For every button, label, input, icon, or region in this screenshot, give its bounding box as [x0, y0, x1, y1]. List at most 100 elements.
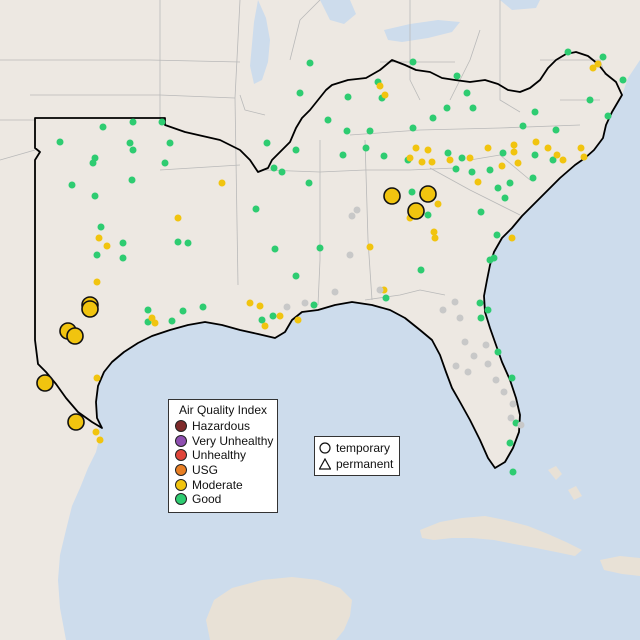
- monitor-marker[interactable]: [380, 152, 388, 160]
- monitor-marker[interactable]: [409, 124, 417, 132]
- monitor-marker[interactable]: [316, 244, 324, 252]
- monitor-marker[interactable]: [564, 48, 572, 56]
- monitor-marker[interactable]: [158, 118, 166, 126]
- monitor-marker[interactable]: [482, 341, 490, 349]
- monitor-marker[interactable]: [417, 266, 425, 274]
- monitor-marker[interactable]: [179, 307, 187, 315]
- monitor-marker[interactable]: [468, 168, 476, 176]
- monitor-marker[interactable]: [506, 179, 514, 187]
- monitor-marker[interactable]: [406, 154, 414, 162]
- monitor-marker[interactable]: [93, 374, 101, 382]
- monitor-marker[interactable]: [451, 298, 459, 306]
- monitor-marker[interactable]: [428, 158, 436, 166]
- monitor-marker[interactable]: [486, 166, 494, 174]
- monitor-marker[interactable]: [458, 154, 466, 162]
- monitor-marker[interactable]: [446, 156, 454, 164]
- monitor-marker[interactable]: [270, 164, 278, 172]
- monitor-marker[interactable]: [95, 234, 103, 242]
- monitor-marker[interactable]: [382, 294, 390, 302]
- monitor-marker[interactable]: [484, 306, 492, 314]
- monitor-marker[interactable]: [331, 288, 339, 296]
- monitor-marker[interactable]: [580, 153, 588, 161]
- monitor-marker[interactable]: [96, 436, 104, 444]
- monitor-marker[interactable]: [168, 317, 176, 325]
- monitor-marker[interactable]: [306, 59, 314, 67]
- monitor-marker[interactable]: [383, 187, 401, 205]
- monitor-marker[interactable]: [484, 144, 492, 152]
- monitor-marker[interactable]: [381, 91, 389, 99]
- monitor-marker[interactable]: [466, 154, 474, 162]
- monitor-marker[interactable]: [439, 306, 447, 314]
- monitor-marker[interactable]: [36, 374, 54, 392]
- monitor-marker[interactable]: [514, 159, 522, 167]
- monitor-marker[interactable]: [552, 126, 560, 134]
- monitor-marker[interactable]: [507, 414, 515, 422]
- monitor-marker[interactable]: [128, 176, 136, 184]
- monitor-marker[interactable]: [493, 231, 501, 239]
- monitor-marker[interactable]: [531, 108, 539, 116]
- monitor-marker[interactable]: [292, 146, 300, 154]
- monitor-marker[interactable]: [126, 139, 134, 147]
- monitor-marker[interactable]: [409, 58, 417, 66]
- monitor-marker[interactable]: [431, 234, 439, 242]
- monitor-marker[interactable]: [89, 159, 97, 167]
- monitor-marker[interactable]: [294, 316, 302, 324]
- monitor-marker[interactable]: [444, 149, 452, 157]
- monitor-marker[interactable]: [499, 149, 507, 157]
- monitor-marker[interactable]: [348, 212, 356, 220]
- monitor-marker[interactable]: [476, 299, 484, 307]
- monitor-marker[interactable]: [501, 194, 509, 202]
- monitor-marker[interactable]: [461, 338, 469, 346]
- monitor-marker[interactable]: [604, 112, 612, 120]
- monitor-marker[interactable]: [517, 421, 525, 429]
- monitor-marker[interactable]: [519, 122, 527, 130]
- monitor-marker[interactable]: [343, 127, 351, 135]
- monitor-marker[interactable]: [99, 123, 107, 131]
- monitor-marker[interactable]: [509, 468, 517, 476]
- monitor-marker[interactable]: [68, 181, 76, 189]
- monitor-marker[interactable]: [252, 205, 260, 213]
- monitor-marker[interactable]: [376, 82, 384, 90]
- monitor-marker[interactable]: [119, 254, 127, 262]
- monitor-marker[interactable]: [199, 303, 207, 311]
- monitor-marker[interactable]: [456, 314, 464, 322]
- monitor-marker[interactable]: [407, 202, 425, 220]
- monitor-marker[interactable]: [500, 388, 508, 396]
- monitor-marker[interactable]: [129, 146, 137, 154]
- monitor-marker[interactable]: [278, 168, 286, 176]
- monitor-marker[interactable]: [276, 312, 284, 320]
- monitor-marker[interactable]: [424, 211, 432, 219]
- monitor-marker[interactable]: [324, 116, 332, 124]
- monitor-marker[interactable]: [66, 327, 84, 345]
- monitor-marker[interactable]: [508, 234, 516, 242]
- monitor-marker[interactable]: [619, 76, 627, 84]
- monitor-marker[interactable]: [464, 368, 472, 376]
- monitor-marker[interactable]: [408, 188, 416, 196]
- monitor-marker[interactable]: [362, 144, 370, 152]
- monitor-marker[interactable]: [344, 93, 352, 101]
- monitor-marker[interactable]: [218, 179, 226, 187]
- monitor-marker[interactable]: [510, 148, 518, 156]
- monitor-marker[interactable]: [310, 301, 318, 309]
- monitor-marker[interactable]: [97, 223, 105, 231]
- monitor-marker[interactable]: [586, 96, 594, 104]
- monitor-marker[interactable]: [492, 376, 500, 384]
- monitor-marker[interactable]: [529, 174, 537, 182]
- monitor-marker[interactable]: [91, 192, 99, 200]
- monitor-marker[interactable]: [376, 286, 384, 294]
- monitor-marker[interactable]: [452, 362, 460, 370]
- monitor-marker[interactable]: [484, 360, 492, 368]
- monitor-marker[interactable]: [174, 214, 182, 222]
- monitor-marker[interactable]: [119, 239, 127, 247]
- monitor-marker[interactable]: [532, 138, 540, 146]
- monitor-marker[interactable]: [174, 238, 182, 246]
- monitor-marker[interactable]: [434, 200, 442, 208]
- monitor-marker[interactable]: [531, 151, 539, 159]
- monitor-marker[interactable]: [81, 300, 99, 318]
- monitor-marker[interactable]: [477, 314, 485, 322]
- monitor-marker[interactable]: [93, 278, 101, 286]
- monitor-marker[interactable]: [429, 114, 437, 122]
- monitor-marker[interactable]: [494, 184, 502, 192]
